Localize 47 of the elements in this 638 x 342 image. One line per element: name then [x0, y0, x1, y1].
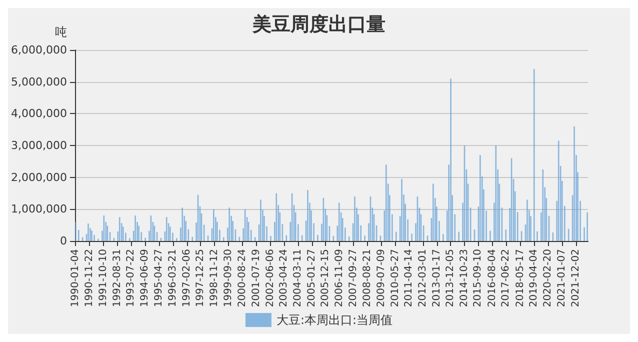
- x-tick-label: 2012-03-01: [417, 249, 428, 308]
- y-tick-label: 6,000,000: [11, 44, 67, 56]
- x-tick-label: 1996-03-21: [167, 249, 178, 308]
- x-tick-label: 1993-07-22: [126, 249, 137, 308]
- x-tick-label: 1990-01-04: [70, 249, 82, 308]
- x-tick-label: 1990-11-22: [84, 249, 95, 308]
- x-tick-label: 2000-08-24: [236, 249, 248, 308]
- x-tick-label: 1997-12-25: [195, 249, 206, 308]
- x-tick-label: 2008-08-21: [362, 249, 374, 308]
- y-tick-label: 0: [60, 234, 67, 248]
- x-tick-label: 2010-05-27: [390, 249, 401, 308]
- x-tick-label: 2013-12-05: [445, 249, 456, 308]
- x-tick-label: 2004-03-11: [292, 249, 304, 308]
- x-tick-label: 2021-01-07: [556, 249, 568, 308]
- x-tick-label: 2016-08-04: [486, 249, 498, 308]
- x-tick-label: 2017-06-22: [500, 249, 512, 308]
- y-axis-title: 吨: [54, 25, 67, 39]
- x-tick-label: 1991-10-10: [98, 249, 109, 308]
- chart-title: 美豆周度出口量: [252, 14, 386, 36]
- x-tick-label: 2020-02-20: [542, 249, 554, 308]
- x-tick-label: 2009-07-09: [376, 249, 387, 308]
- x-tick-label: 1995-04-27: [153, 249, 164, 308]
- x-tick-label: 1999-09-30: [222, 249, 234, 308]
- x-tick-label: 2003-04-24: [278, 249, 290, 308]
- x-tick-label: 2013-01-17: [431, 249, 442, 308]
- x-tick-label: 1998-11-12: [208, 249, 220, 308]
- x-tick-label: 2021-12-02: [570, 249, 582, 308]
- x-tick-label: 2002-06-06: [264, 249, 276, 308]
- y-tick-label: 1,000,000: [11, 202, 67, 216]
- x-tick-label: 1992-08-31: [112, 249, 123, 308]
- legend-label: 大豆:本周出口:当周值: [276, 313, 393, 327]
- y-tick-label: 2,000,000: [11, 170, 67, 184]
- x-tick-label: 2011-04-14: [404, 249, 415, 308]
- x-tick-label: 2001-07-19: [251, 249, 262, 308]
- x-tick-label: 2005-01-27: [306, 249, 318, 308]
- x-tick-label: 2018-05-17: [514, 249, 526, 308]
- y-tick-label: 5,000,000: [11, 75, 67, 88]
- y-tick-label: 4,000,000: [11, 107, 67, 120]
- x-tick-label: 2007-09-27: [348, 249, 360, 308]
- x-tick-label: 2006-11-09: [334, 249, 346, 308]
- y-tick-label: 3,000,000: [11, 139, 67, 152]
- x-tick-label: 1997-02-06: [181, 249, 192, 308]
- x-tick-label: 2014-10-23: [458, 249, 470, 308]
- x-tick-label: 2019-04-04: [528, 249, 540, 308]
- x-tick-label: 2005-12-15: [320, 249, 332, 308]
- x-tick-label: 2015-09-10: [472, 249, 484, 308]
- x-tick-label: 1994-06-09: [140, 249, 151, 308]
